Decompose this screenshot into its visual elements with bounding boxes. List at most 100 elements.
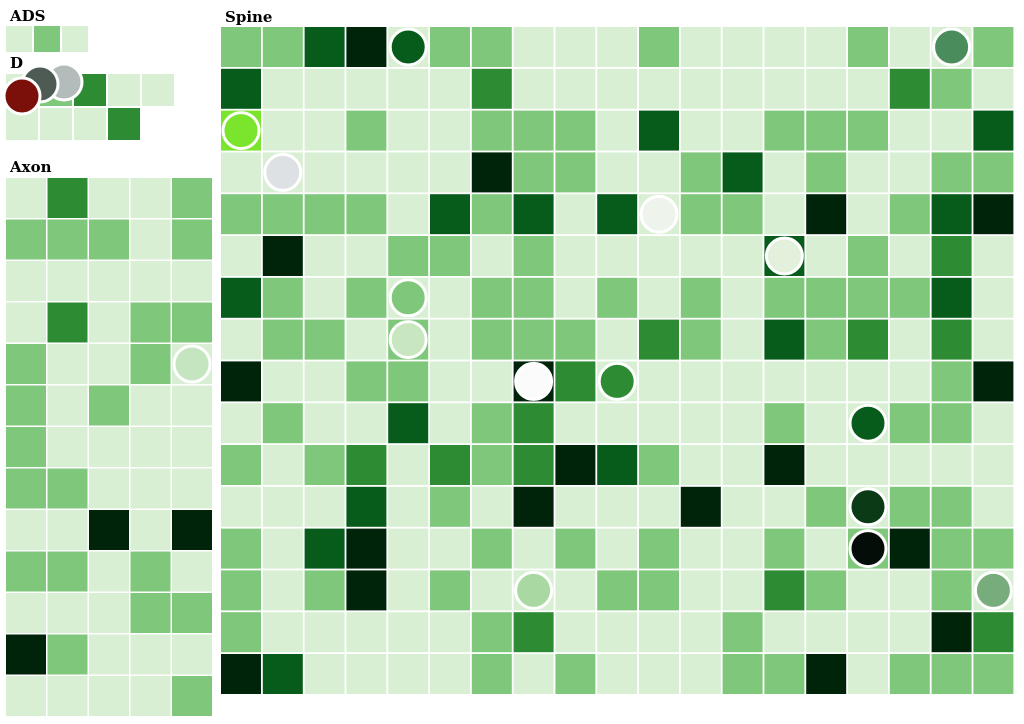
spine-cell[interactable] [764,654,804,694]
spine-cell[interactable] [221,570,261,610]
spine-cell[interactable] [681,403,721,443]
spine-cell[interactable] [764,445,804,485]
spine-cell[interactable] [514,111,554,151]
spine-cell[interactable] [221,612,261,652]
spine-cell[interactable] [890,612,930,652]
spine-cell[interactable] [221,278,261,318]
spine-cell[interactable] [723,361,763,401]
spine-cell[interactable] [221,320,261,360]
spine-cell[interactable] [388,236,428,276]
axon-cell[interactable] [172,635,212,675]
spine-cell[interactable] [597,69,637,109]
spine-cell[interactable] [430,194,470,234]
spine-cell[interactable] [681,194,721,234]
spine-cell[interactable] [932,236,972,276]
spine-cell[interactable] [764,487,804,527]
spine-cell[interactable] [848,27,888,67]
spine-cell[interactable] [388,445,428,485]
spine-cell[interactable] [346,152,386,192]
spine-cell[interactable] [472,278,512,318]
spine-cell[interactable] [639,529,679,569]
spine-cell[interactable] [639,403,679,443]
spine-cell[interactable] [639,152,679,192]
spine-cell[interactable] [388,152,428,192]
spine-cell[interactable] [514,320,554,360]
spine-cell[interactable] [932,278,972,318]
spine-cell[interactable] [639,236,679,276]
spine-cell[interactable] [890,403,930,443]
spine-cell[interactable] [806,529,846,569]
spine-cell[interactable] [263,529,303,569]
spine-cell[interactable] [890,194,930,234]
spine-cell[interactable] [681,529,721,569]
spine-cell[interactable] [514,236,554,276]
spine-cell[interactable] [890,320,930,360]
spine-cell[interactable] [555,529,595,569]
spine-cell[interactable] [723,27,763,67]
axon-marker[interactable] [174,346,210,382]
spine-cell[interactable] [514,27,554,67]
spine-marker[interactable] [934,29,970,65]
spine-cell[interactable] [681,445,721,485]
spine-cell[interactable] [430,403,470,443]
spine-cell[interactable] [932,152,972,192]
axon-cell[interactable] [131,178,171,218]
spine-cell[interactable] [890,236,930,276]
spine-cell[interactable] [973,529,1013,569]
spine-cell[interactable] [221,487,261,527]
spine-cell[interactable] [430,236,470,276]
spine-cell[interactable] [764,111,804,151]
spine-cell[interactable] [639,654,679,694]
spine-marker[interactable] [850,489,886,525]
spine-cell[interactable] [723,236,763,276]
spine-cell[interactable] [890,278,930,318]
spine-cell[interactable] [932,69,972,109]
spine-cell[interactable] [555,445,595,485]
spine-cell[interactable] [681,320,721,360]
axon-cell[interactable] [172,676,212,716]
spine-cell[interactable] [472,27,512,67]
spine-cell[interactable] [932,361,972,401]
axon-cell[interactable] [172,303,212,343]
spine-cell[interactable] [514,69,554,109]
axon-cell[interactable] [89,427,129,467]
axon-cell[interactable] [48,427,88,467]
spine-cell[interactable] [848,111,888,151]
spine-cell[interactable] [806,152,846,192]
spine-cell[interactable] [806,361,846,401]
spine-cell[interactable] [597,111,637,151]
axon-cell[interactable] [89,303,129,343]
spine-cell[interactable] [890,654,930,694]
axon-cell[interactable] [172,593,212,633]
spine-cell[interactable] [806,654,846,694]
spine-cell[interactable] [597,27,637,67]
spine-cell[interactable] [514,529,554,569]
axon-cell[interactable] [48,386,88,426]
spine-cell[interactable] [890,27,930,67]
spine-marker[interactable] [265,154,301,190]
spine-cell[interactable] [681,236,721,276]
axon-cell[interactable] [89,552,129,592]
axon-cell[interactable] [6,386,46,426]
axon-cell[interactable] [131,593,171,633]
spine-cell[interactable] [555,236,595,276]
spine-cell[interactable] [848,278,888,318]
axon-cell[interactable] [131,635,171,675]
spine-cell[interactable] [806,487,846,527]
spine-cell[interactable] [221,529,261,569]
spine-cell[interactable] [346,487,386,527]
spine-cell[interactable] [723,403,763,443]
spine-cell[interactable] [430,570,470,610]
spine-cell[interactable] [263,403,303,443]
spine-cell[interactable] [848,69,888,109]
axon-cell[interactable] [48,593,88,633]
spine-marker[interactable] [390,322,426,358]
ads-cell[interactable] [34,26,60,52]
spine-cell[interactable] [263,194,303,234]
spine-cell[interactable] [806,320,846,360]
spine-cell[interactable] [221,152,261,192]
axon-cell[interactable] [6,261,46,301]
spine-cell[interactable] [472,445,512,485]
spine-cell[interactable] [388,529,428,569]
spine-cell[interactable] [890,570,930,610]
